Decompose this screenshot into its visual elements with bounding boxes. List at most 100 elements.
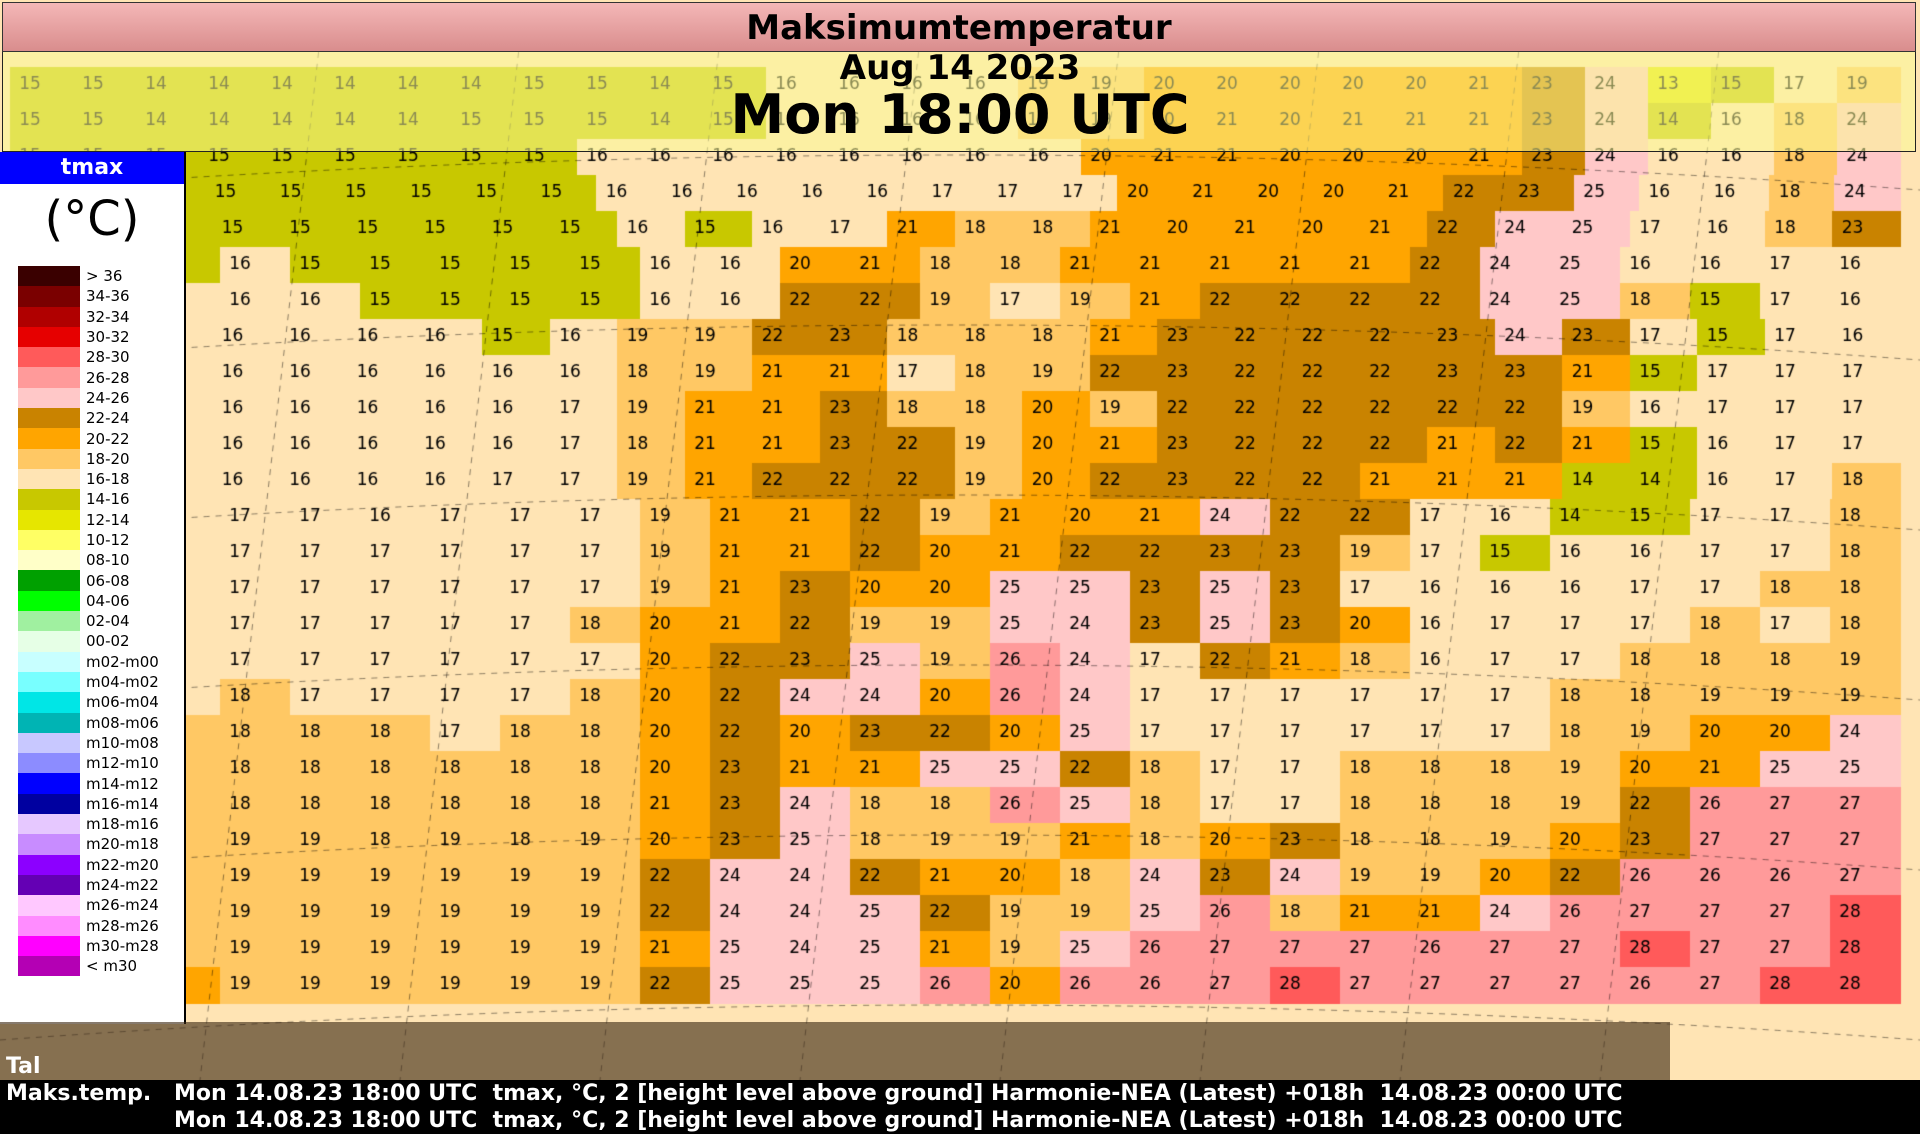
legend-swatch xyxy=(18,874,80,896)
legend-item: 26-28 xyxy=(18,367,159,388)
legend-item: 22-24 xyxy=(18,408,159,429)
legend-label: m16-m14 xyxy=(86,794,159,813)
legend-item: m02-m00 xyxy=(18,651,159,672)
legend-label: 24-26 xyxy=(86,388,130,407)
legend-swatch xyxy=(18,590,80,612)
legend-swatch xyxy=(18,550,80,571)
legend-item: 28-30 xyxy=(18,347,159,368)
legend-item: m06-m04 xyxy=(18,692,159,713)
legend-label: 04-06 xyxy=(86,591,130,610)
legend-swatch xyxy=(18,895,80,916)
footer-row: Maks.temp. Mon 14.08.23 18:00 UTC tmax, … xyxy=(0,1053,1920,1133)
legend-item: m24-m22 xyxy=(18,874,159,896)
legend-label: 20-22 xyxy=(86,429,130,448)
legend-swatch xyxy=(18,814,80,835)
legend-label: 18-20 xyxy=(86,449,130,468)
legend-unit: (°C) xyxy=(44,191,140,247)
legend-item: 04-06 xyxy=(18,590,159,612)
legend-item: m10-m08 xyxy=(18,732,159,754)
legend-label: m12-m10 xyxy=(86,754,159,773)
legend-label: 02-04 xyxy=(86,612,130,631)
legend-items: > 36 34-36 32-34 30-32 28-30 26-28 24-26 22-24 2… xyxy=(18,266,159,977)
legend-swatch xyxy=(18,915,80,936)
legend-swatch xyxy=(18,489,80,510)
legend-label: m26-m24 xyxy=(86,896,159,915)
forecast-time: Mon 18:00 UTC xyxy=(730,83,1190,146)
legend-item: 14-16 xyxy=(18,489,159,510)
legend-label: m10-m08 xyxy=(86,733,159,752)
legend-variable: tmax xyxy=(0,152,184,184)
legend-swatch xyxy=(18,266,80,287)
color-legend: tmax (°C) > 36 34-36 32-34 30-32 28-30 26-28 2… xyxy=(0,152,186,1024)
legend-label: m06-m04 xyxy=(86,693,159,712)
legend-swatch xyxy=(18,428,80,449)
legend-label: 00-02 xyxy=(86,632,130,651)
footer-row: Tal Mon 14.08.23 18:00 UTC tmax, °C, 2 [… xyxy=(0,1026,1920,1106)
footer-label: Tal xyxy=(6,1054,41,1079)
legend-item: 06-08 xyxy=(18,570,159,591)
legend-item: m16-m14 xyxy=(18,793,159,815)
legend-swatch xyxy=(18,367,80,388)
legend-item: m18-m16 xyxy=(18,814,159,835)
legend-label: m08-m06 xyxy=(86,713,159,732)
legend-label: > 36 xyxy=(86,267,123,286)
legend-label: m14-m12 xyxy=(86,774,159,793)
legend-swatch xyxy=(18,448,80,469)
legend-swatch xyxy=(18,286,80,307)
legend-label: 06-08 xyxy=(86,571,130,590)
legend-label: 28-30 xyxy=(86,348,130,367)
legend-swatch xyxy=(18,793,80,815)
footer-info: Mon 14.08.23 18:00 UTC tmax, °C, 2 [heig… xyxy=(174,1108,1623,1133)
legend-item: m12-m10 xyxy=(18,753,159,774)
legend-label: m30-m28 xyxy=(86,936,159,955)
legend-item: m30-m28 xyxy=(18,935,159,957)
legend-item: 16-18 xyxy=(18,468,159,490)
legend-label: 10-12 xyxy=(86,531,130,549)
legend-item: m20-m18 xyxy=(18,834,159,855)
legend-label: 32-34 xyxy=(86,307,130,326)
legend-item: m26-m24 xyxy=(18,895,159,916)
legend-swatch xyxy=(18,834,80,855)
legend-label: m18-m16 xyxy=(86,815,159,834)
legend-item: 08-10 xyxy=(18,550,159,571)
legend-item: 24-26 xyxy=(18,387,159,409)
header-band xyxy=(2,52,1916,152)
legend-label: 16-18 xyxy=(86,470,130,489)
legend-swatch xyxy=(18,631,80,652)
footer-info: Mon 14.08.23 18:00 UTC tmax, °C, 2 [heig… xyxy=(174,1081,1623,1106)
legend-label: 26-28 xyxy=(86,368,130,387)
legend-swatch xyxy=(18,712,80,733)
legend-label: m02-m00 xyxy=(86,652,159,671)
legend-item: 02-04 xyxy=(18,611,159,632)
legend-label: < m30 xyxy=(86,957,138,976)
legend-label: 30-32 xyxy=(86,328,130,347)
legend-swatch xyxy=(18,347,80,368)
legend-item: 00-02 xyxy=(18,631,159,652)
forecast-date: Aug 14 2023 xyxy=(839,48,1081,88)
legend-label: m22-m20 xyxy=(86,855,159,874)
legend-label: 34-36 xyxy=(86,287,130,306)
legend-label: m24-m22 xyxy=(86,876,159,895)
legend-item: 10-12 xyxy=(18,529,159,551)
legend-label: m20-m18 xyxy=(86,835,159,854)
legend-swatch xyxy=(18,854,80,875)
legend-swatch xyxy=(18,570,80,591)
legend-swatch xyxy=(18,408,80,429)
legend-swatch xyxy=(18,611,80,632)
legend-label: m04-m02 xyxy=(86,673,159,692)
legend-swatch xyxy=(18,732,80,754)
legend-swatch xyxy=(18,651,80,672)
legend-swatch xyxy=(18,509,80,530)
legend-label: 08-10 xyxy=(86,551,130,570)
legend-item: 32-34 xyxy=(18,306,159,327)
legend-label: 12-14 xyxy=(86,510,130,529)
legend-item: m22-m20 xyxy=(18,854,159,875)
footer-background xyxy=(0,1022,1670,1080)
legend-swatch xyxy=(18,692,80,713)
legend-item: m08-m06 xyxy=(18,712,159,733)
legend-swatch xyxy=(18,306,80,327)
legend-item: m04-m02 xyxy=(18,671,159,693)
temperature-map xyxy=(0,0,1920,1080)
legend-item: > 36 xyxy=(18,266,159,287)
legend-swatch xyxy=(18,935,80,957)
